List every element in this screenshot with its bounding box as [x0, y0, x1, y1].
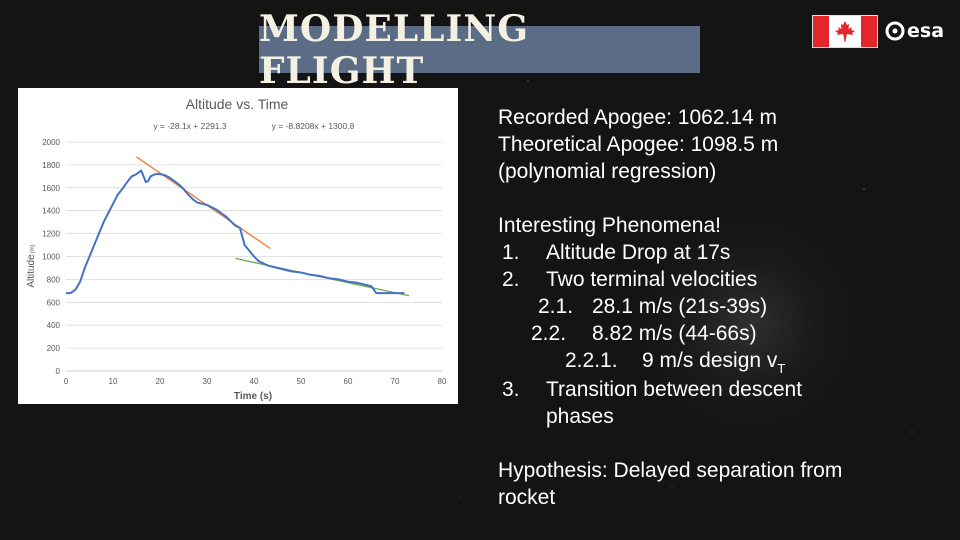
- chart-title: Altitude vs. Time: [186, 96, 289, 112]
- esa-logo-text: esa: [907, 20, 945, 42]
- x-tick-label: 30: [203, 377, 212, 386]
- findings-panel: Recorded Apogee: 1062.14 m Theoretical A…: [498, 104, 938, 511]
- y-tick-label: 2000: [42, 138, 60, 147]
- esa-logo: esa: [885, 16, 944, 46]
- x-axis-label: Time (s): [234, 391, 272, 402]
- chart-series: [66, 169, 405, 295]
- maple-leaf-icon: [835, 21, 855, 42]
- list-number: 2.2.: [531, 322, 567, 345]
- x-tick-label: 20: [156, 377, 165, 386]
- y-tick-label: 1200: [42, 230, 60, 239]
- list-item: 2.1. 28.1 m/s (21s-39s): [498, 293, 938, 320]
- list-item: 2.2. 8.82 m/s (44-66s): [498, 320, 938, 347]
- list-text: 28.1 m/s (21s-39s): [592, 295, 768, 318]
- altitude-chart: Altitude vs. Time y = -28.1x + 2291.3 y …: [18, 88, 458, 404]
- hypothesis-line-1: Hypothesis: Delayed separation from: [498, 459, 843, 482]
- list-text: 8.82 m/s (44-66s): [592, 322, 757, 345]
- y-tick-label: 800: [47, 275, 61, 284]
- flag-bar-left: [813, 16, 829, 47]
- y-tick-label: 1600: [42, 184, 60, 193]
- x-tick-label: 70: [391, 377, 400, 386]
- flag-bar-right: [861, 16, 877, 47]
- altitude-series-line: [66, 169, 405, 295]
- trendline-equation-2: y = -8.8208x + 1300.8: [272, 121, 355, 131]
- slide-title: MODELLING FLIGHT: [259, 7, 529, 92]
- list-item: 2. Two terminal velocities: [498, 266, 938, 293]
- y-axis-label-text: Altitude: [26, 254, 37, 288]
- x-tick-label: 40: [250, 377, 259, 386]
- canada-flag-icon: [812, 15, 878, 48]
- list-number: 2.2.1.: [565, 349, 618, 372]
- list-item: 1. Altitude Drop at 17s: [498, 239, 938, 266]
- esa-mark-icon: [885, 21, 905, 41]
- list-item: 3. Transition between descent: [498, 376, 938, 403]
- y-tick-label: 1800: [42, 161, 60, 170]
- trendlines: [136, 156, 410, 297]
- list-text: 9 m/s design vT: [642, 347, 785, 376]
- slide-title-box: MODELLING FLIGHT: [259, 8, 700, 92]
- phenomena-heading: Interesting Phenomena!: [498, 214, 721, 237]
- y-axis-label-unit: (m): [30, 244, 36, 253]
- list-number: 2.: [502, 268, 520, 291]
- recorded-apogee: Recorded Apogee: 1062.14 m: [498, 106, 778, 129]
- y-tick-label: 1400: [42, 207, 60, 216]
- trendline-equation-1: y = -28.1x + 2291.3: [153, 121, 227, 131]
- list-text: Two terminal velocities: [546, 268, 758, 291]
- y-tick-label: 400: [47, 321, 61, 330]
- x-tick-label: 80: [438, 377, 447, 386]
- y-tick-label: 1000: [42, 253, 60, 262]
- list-number: 2.1.: [538, 295, 574, 318]
- theoretical-note: (polynomial regression): [498, 160, 717, 183]
- y-tick-label: 200: [47, 344, 61, 353]
- x-tick-labels: 0 10 20 30 40 50 60 70 80: [64, 377, 447, 386]
- x-tick-label: 0: [64, 377, 69, 386]
- list-item: 2.2.1. 9 m/s design vT: [498, 347, 938, 376]
- y-tick-label: 0: [56, 367, 61, 376]
- list-text: phases: [546, 405, 614, 428]
- list-text: Altitude Drop at 17s: [546, 241, 731, 264]
- list-item-continuation: phases: [498, 403, 938, 430]
- x-tick-label: 60: [344, 377, 353, 386]
- y-tick-label: 600: [47, 298, 61, 307]
- x-tick-label: 50: [297, 377, 306, 386]
- list-text-subscript: T: [777, 361, 786, 376]
- list-number: 3.: [502, 378, 520, 401]
- x-tick-label: 10: [109, 377, 118, 386]
- trendline-1: [136, 156, 271, 250]
- y-tick-labels: 0 200 400 600 800 1000 1200 1400 1600 1800 2000: [42, 138, 60, 376]
- hypothesis-line-2: rocket: [498, 486, 556, 509]
- list-number: 1.: [502, 241, 520, 264]
- list-text-main: 9 m/s design v: [642, 349, 778, 372]
- list-text: Transition between descent: [546, 378, 803, 401]
- chart-gridlines: [66, 141, 442, 372]
- theoretical-apogee: Theoretical Apogee: 1098.5 m: [498, 133, 779, 156]
- y-axis-label: Altitude(m): [26, 244, 37, 287]
- altitude-chart-svg: Altitude vs. Time y = -28.1x + 2291.3 y …: [26, 96, 447, 402]
